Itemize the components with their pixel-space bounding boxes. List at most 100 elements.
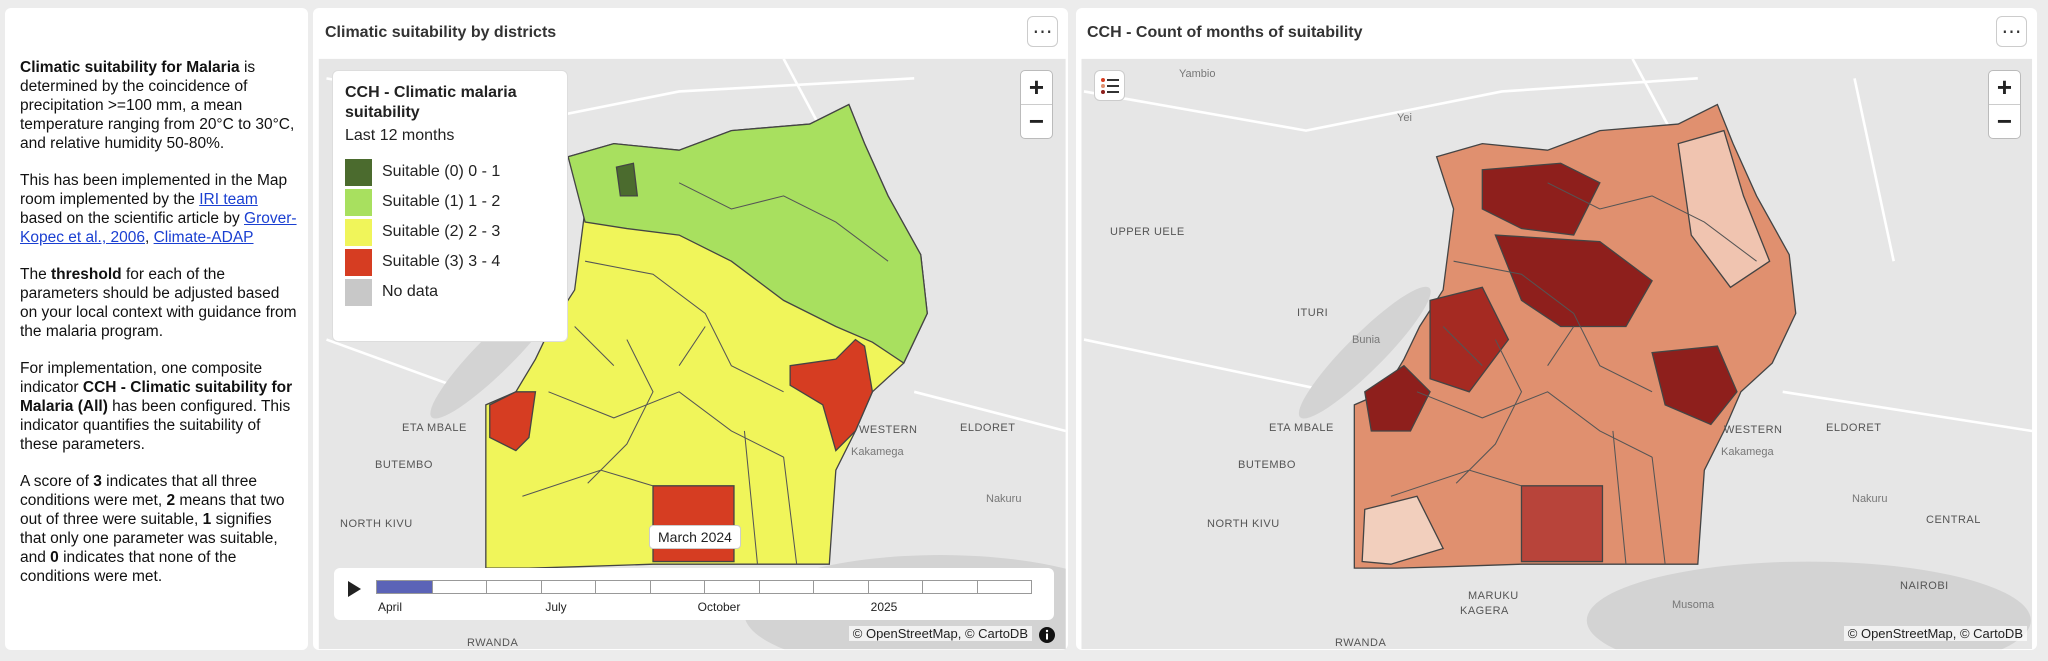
timeline-tick [922,581,923,593]
place-label: NORTH KIVU [1207,518,1280,530]
place-label: MARUKU [1468,590,1519,602]
place-label: BUTEMBO [1238,459,1296,471]
map-right [1081,58,2033,650]
legend-toggle[interactable] [1094,70,1125,101]
place-label: Bunia [1352,334,1381,346]
place-label: RWANDA [1335,637,1387,649]
paragraph: A score of 3 indicates that all three co… [20,472,300,586]
paragraph: For implementation, one composite indica… [20,359,300,454]
legend-label: Suitable (0) 0 - 1 [382,163,501,180]
link[interactable]: Grover-Kopec et al., 2006 [20,210,297,246]
place-label: ITURI [1297,307,1329,319]
legend-subtitle: Last 12 months [345,127,455,144]
bold-text: 3 [93,473,102,490]
legend-icon [1100,77,1119,94]
place-label: ELDORET [1826,422,1882,434]
timeline-label: 2025 [870,600,898,614]
place-label: CENTRAL [1926,514,1981,526]
panel-title: CCH - Count of months of suitability [1087,24,1363,41]
zoom-out[interactable]: − [1996,106,2013,136]
place-label: WESTERN [1724,424,1783,436]
place-label: ETA MBALE [402,422,467,434]
place-label: Kakamega [851,446,904,458]
place-label: UPPER UELE [1110,226,1185,238]
bold-text: 0 [50,549,59,566]
place-label: KAGERA [1460,605,1509,617]
text: , [144,229,154,246]
timeline-tick [867,581,869,593]
paragraph: Climatic suitability for Malaria is dete… [20,58,300,153]
bold-text: 2 [166,492,176,509]
zoom-in[interactable]: + [1021,71,1052,105]
link[interactable]: Climate-ADAP [153,229,254,246]
timeline-tick [540,581,542,593]
menu-button[interactable]: ⋯ [1027,16,1058,47]
text: is determined by the coincidence of prec… [20,59,295,152]
link[interactable]: IRI team [199,191,258,208]
legend-label: No data [382,283,439,300]
text: indicates that all three conditions were… [20,473,257,509]
legend-item: Suitable (2) 2 - 3 [345,217,555,247]
timeline-bar[interactable] [376,580,1032,594]
info-text: Climatic suitability for Malaria is dete… [20,58,300,604]
timeline-tick [595,581,596,593]
place-label: NORTH KIVU [340,518,413,530]
legend-item: Suitable (1) 1 - 2 [345,187,555,217]
legend-label: Suitable (3) 3 - 4 [382,253,501,270]
timeline-tick [813,581,814,593]
place-label: Musoma [1672,599,1715,611]
text: indicates that none of the conditions we… [20,549,237,585]
info-panel: Climatic suitability for Malaria is dete… [5,8,308,650]
legend-title: CCH - Climatic malaria suitability [345,84,517,121]
play-button[interactable] [346,580,362,598]
bold-text: Climatic suitability for Malaria [20,59,240,76]
bold-text: CCH - Climatic suitability for Malaria (… [20,379,293,415]
legend: CCH - Climatic malaria suitability Last … [332,70,568,342]
attribution: © OpenStreetMap, © CartoDB [1843,626,2027,641]
legend-items: Suitable (0) 0 - 1 Suitable (1) 1 - 2 Suit… [345,157,555,307]
legend-item: Suitable (0) 0 - 1 [345,157,555,187]
text: for each of the parameters should be adj… [20,266,297,340]
timeline-tick [758,581,760,593]
place-label: Yambio [1179,68,1216,80]
text: A score of [20,473,94,490]
text: For implementation, one composite indica… [20,360,263,396]
timeline: April July October 2025 [334,568,1054,620]
legend-swatch [345,248,372,276]
place-label: RWANDA [467,637,519,649]
zoom-controls: + − [1020,70,1053,139]
text: means that two out of three were suitabl… [20,492,285,528]
panel-title: Climatic suitability by districts [325,24,557,41]
menu-button[interactable]: ⋯ [1996,16,2027,47]
zoom-controls: + − [1988,70,2021,139]
place-label: Kakamega [1721,446,1774,458]
timeline-selection [377,581,432,593]
zoom-in[interactable]: + [1989,71,2020,105]
zoom-out[interactable]: − [1028,106,1045,136]
text: The [20,266,52,283]
timeline-label: July [545,600,567,614]
place-label: Nakuru [1852,493,1888,505]
text: has been configured. This indicator quan… [20,398,291,453]
timeline-tick [486,581,487,593]
place-label: NAIROBI [1900,580,1949,592]
info-icon[interactable] [1038,626,1056,644]
legend-swatch [345,158,372,186]
place-label: Nakuru [986,493,1022,505]
legend-label: Suitable (1) 1 - 2 [382,193,501,210]
paragraph: This has been implemented in the Map roo… [20,171,300,247]
legend-label: Suitable (2) 2 - 3 [382,223,501,240]
timeline-tick [431,581,433,593]
place-label: BUTEMBO [375,459,433,471]
paragraph: The threshold for each of the parameters… [20,265,300,341]
legend-swatch [345,188,372,216]
timeline-tick [649,581,651,593]
text: signifies that only one parameter was su… [20,511,278,566]
timeline-label: October [697,600,741,614]
legend-item: No data [345,277,555,307]
place-label: WESTERN [859,424,918,436]
bold-text: 1 [202,511,212,528]
text: based on the scientific article by [20,210,245,227]
place-label: ETA MBALE [1269,422,1334,434]
